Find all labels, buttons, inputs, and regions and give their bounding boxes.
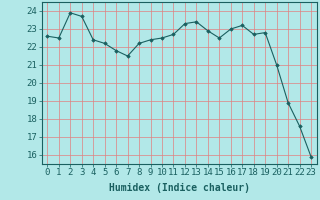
X-axis label: Humidex (Indice chaleur): Humidex (Indice chaleur) <box>109 183 250 193</box>
